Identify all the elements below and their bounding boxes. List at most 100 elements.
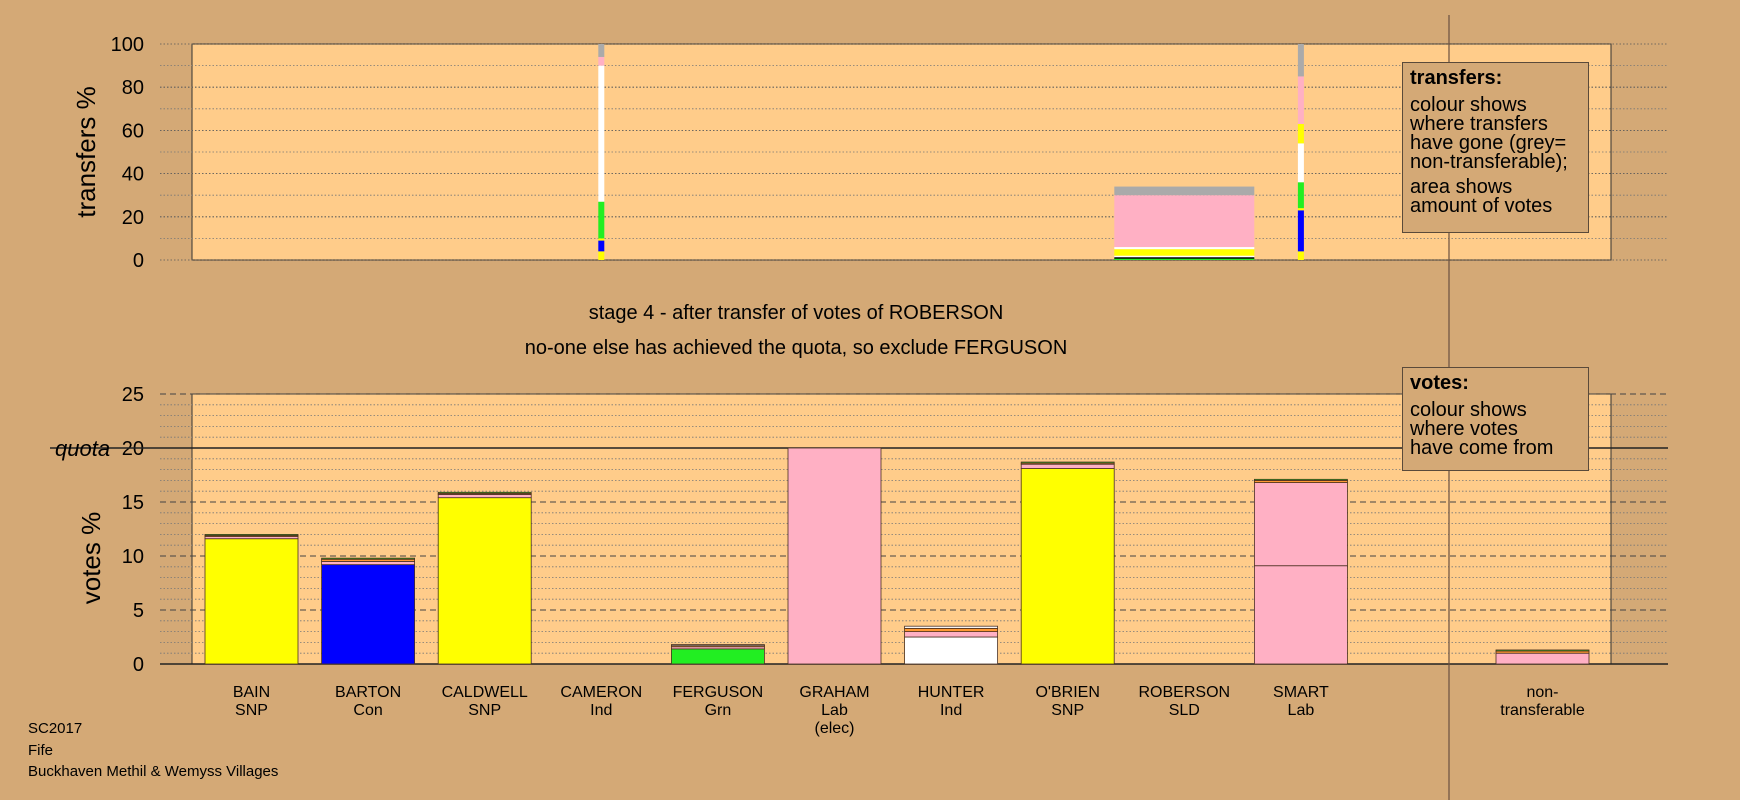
votes-y-axis-label: votes % [76,512,106,605]
transfer-segment [1297,76,1304,124]
transfer-segment [598,44,605,57]
footer-council: Fife [28,741,54,759]
transfer-segment [1114,195,1255,248]
transfer-segment [1114,186,1255,196]
transfer-segment [598,56,605,66]
stage-line-2: no-one else has achieved the quota, so e… [525,337,1068,359]
candidate-party-label: Lab [821,702,848,719]
votes-y-tick-label: 20 [122,438,144,460]
vote-segment [1020,461,1115,464]
transfers-legend-line: colour shows [1410,94,1527,116]
vote-segment [321,561,416,566]
candidate-name-label: BARTON [335,684,401,701]
candidate-status-label: (elec) [814,720,854,737]
vote-segment [671,644,765,647]
transfers-legend-line: amount of votes [1410,195,1553,217]
transfer-segment [1297,123,1304,144]
votes-y-tick-label: 5 [133,600,144,622]
votes-y-tick-label: 15 [122,492,144,514]
vote-segment [321,557,416,560]
candidate-party-label: SLD [1169,702,1200,719]
vote-segment [1020,468,1115,665]
candidate-party-label: Ind [590,702,612,719]
candidate-name-label: GRAHAM [799,684,869,701]
candidate-party-label: transferable [1500,702,1585,719]
votes-legend-title: votes: [1410,372,1469,394]
transfer-segment [1297,44,1304,77]
transfers-legend-line: have gone (grey= [1410,132,1567,154]
vote-segment [321,564,416,665]
vote-segment [1254,478,1348,481]
vote-segment [671,648,765,665]
transfer-segment [1114,257,1255,260]
transfer-segment [1297,208,1304,211]
transfer-segment [1297,251,1304,260]
candidate-party-label: SNP [235,702,268,719]
stage-line-1: stage 4 - after transfer of votes of ROB… [589,302,1004,324]
transfer-segment [598,240,605,252]
candidate-party-label: Ind [940,702,962,719]
transfer-segment [598,201,605,239]
transfer-segment [598,65,605,202]
transfers-legend-line: area shows [1410,176,1513,198]
vote-segment [437,494,532,499]
transfers-legend-title: transfers: [1410,67,1503,89]
candidate-party-label: Grn [705,702,732,719]
transfer-segment [1297,143,1304,183]
votes-y-tick-label: 25 [122,384,144,406]
votes-y-tick-label: 10 [122,546,144,568]
candidate-name-label: non- [1526,684,1558,701]
transfer-segment [598,238,605,241]
transfer-segment [1297,210,1304,252]
footer-ward: Buckhaven Methil & Wemyss Villages [28,763,279,780]
vote-segment [904,631,998,638]
transfers-y-tick-label: 0 [133,250,144,272]
transfers-y-tick-label: 60 [122,120,144,142]
vote-segment [437,491,532,494]
transfers-legend: transfers: colour shows where transfers … [1402,62,1589,233]
candidate-party-label: Lab [1288,702,1315,719]
vote-segment [1020,463,1115,469]
vote-segment [1254,565,1348,665]
votes-legend-line: colour shows [1410,399,1527,421]
transfers-y-tick-label: 40 [122,164,144,186]
votes-legend: votes: colour shows where votes have com… [1402,367,1589,471]
transfers-y-tick-label: 100 [111,34,144,56]
transfer-segment [1297,182,1304,209]
votes-y-tick-label: 0 [133,654,144,676]
transfer-segment [598,251,605,260]
candidate-name-label: CALDWELL [442,684,528,701]
votes-legend-line: have come from [1410,437,1554,459]
transfers-y-tick-label: 20 [122,207,144,229]
transfer-segment [1114,247,1255,250]
vote-segment [904,625,998,629]
vote-segment [1254,482,1348,567]
candidate-name-label: ROBERSON [1139,684,1231,701]
candidate-party-label: SNP [468,702,501,719]
votes-legend-line: where votes [1410,418,1518,440]
footer: SC2017 Fife Buckhaven Methil & Wemyss Vi… [28,718,278,783]
vote-segment [904,636,998,665]
candidate-party-label: Con [353,702,382,719]
candidate-name-label: CAMERON [560,684,642,701]
candidate-name-label: FERGUSON [673,684,764,701]
quota-label: quota [55,436,110,461]
transfer-segment [1114,249,1255,256]
transfer-segment [1114,255,1255,258]
transfers-plot: 0 20 40 60 80 100 transfers % [71,34,1668,272]
vote-segment [437,497,532,665]
transfers-y-tick-label: 80 [122,77,144,99]
transfers-legend-line: non-transferable); [1410,151,1568,173]
candidate-party-label: SNP [1051,702,1084,719]
transfers-plot-area [191,43,1612,261]
transfers-legend-line: where transfers [1410,113,1548,135]
vote-segment [1495,649,1590,652]
vote-segment [1495,652,1590,665]
votes-plot-area [191,393,1612,665]
footer-election: SC2017 [28,720,83,737]
transfers-y-axis-label: transfers % [71,86,101,218]
vote-segment [204,534,299,536]
candidate-name-label: SMART [1273,684,1329,701]
